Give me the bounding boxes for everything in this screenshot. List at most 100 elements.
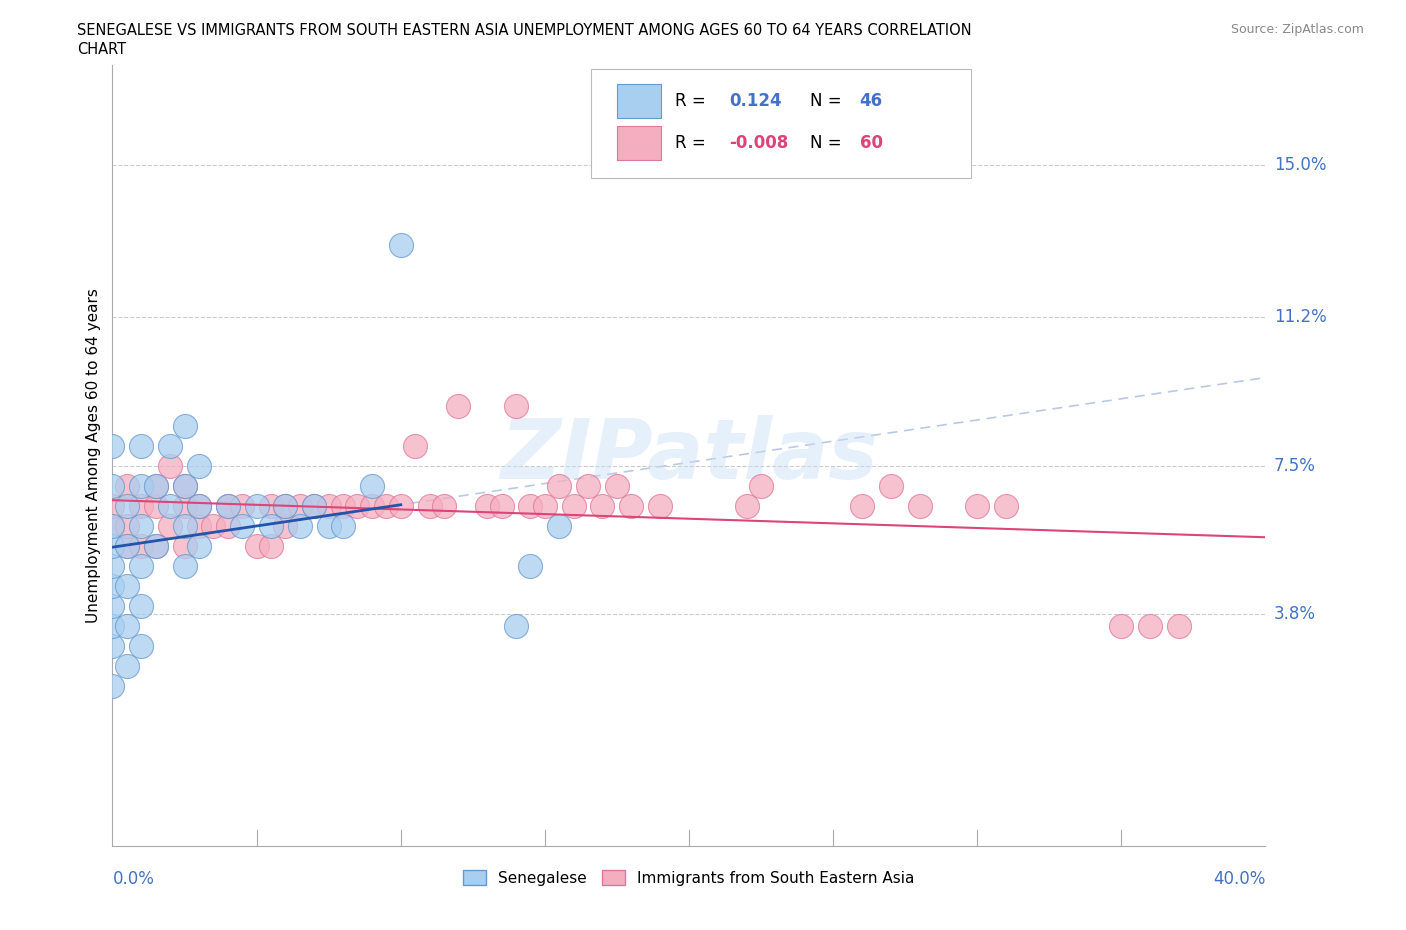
Point xyxy=(145,538,167,553)
Text: CHART: CHART xyxy=(77,42,127,57)
Point xyxy=(145,478,167,493)
Text: 11.2%: 11.2% xyxy=(1274,309,1327,326)
Point xyxy=(404,438,426,453)
Point xyxy=(519,498,541,513)
Point xyxy=(735,498,758,513)
Legend: Senegalese, Immigrants from South Eastern Asia: Senegalese, Immigrants from South Easter… xyxy=(456,862,922,894)
Point xyxy=(606,478,628,493)
Y-axis label: Unemployment Among Ages 60 to 64 years: Unemployment Among Ages 60 to 64 years xyxy=(86,288,101,623)
Point xyxy=(995,498,1018,513)
Text: 7.5%: 7.5% xyxy=(1274,457,1316,474)
Text: ZIPatlas: ZIPatlas xyxy=(501,415,877,497)
Point xyxy=(260,498,283,513)
Point xyxy=(360,478,382,493)
Point xyxy=(129,478,153,493)
Point xyxy=(1167,618,1189,633)
Point xyxy=(145,478,167,493)
Point xyxy=(548,478,571,493)
Point xyxy=(217,518,239,533)
Point xyxy=(129,538,153,553)
Point xyxy=(115,538,138,553)
Point xyxy=(115,478,138,493)
Point xyxy=(129,438,153,453)
Point xyxy=(491,498,513,513)
Point xyxy=(1111,618,1133,633)
Point xyxy=(375,498,398,513)
Point xyxy=(101,518,124,533)
Text: 0.0%: 0.0% xyxy=(112,870,155,888)
Point xyxy=(129,518,153,533)
Point xyxy=(260,518,283,533)
Point xyxy=(548,518,571,533)
Point xyxy=(274,498,297,513)
Point xyxy=(318,518,340,533)
Point xyxy=(650,498,672,513)
Point xyxy=(145,498,167,513)
Point xyxy=(505,398,527,413)
Point xyxy=(1139,618,1161,633)
Point xyxy=(173,418,195,433)
Point xyxy=(129,558,153,573)
Point xyxy=(346,498,368,513)
Point xyxy=(274,498,297,513)
Point xyxy=(231,498,253,513)
Point xyxy=(288,498,311,513)
Point xyxy=(159,438,181,453)
Point xyxy=(475,498,499,513)
Point xyxy=(576,478,599,493)
Point xyxy=(304,498,326,513)
Point xyxy=(188,458,211,473)
Point xyxy=(217,498,239,513)
FancyBboxPatch shape xyxy=(591,69,972,179)
Point xyxy=(966,498,988,513)
Point xyxy=(246,498,269,513)
Point xyxy=(534,498,557,513)
Point xyxy=(173,538,195,553)
Point xyxy=(274,518,297,533)
FancyBboxPatch shape xyxy=(617,126,661,160)
Text: Source: ZipAtlas.com: Source: ZipAtlas.com xyxy=(1230,23,1364,36)
Point xyxy=(188,518,211,533)
Point xyxy=(115,578,138,593)
Point xyxy=(129,599,153,614)
Point xyxy=(145,538,167,553)
Point xyxy=(129,639,153,654)
Point xyxy=(562,498,585,513)
Point xyxy=(318,498,340,513)
Point xyxy=(908,498,931,513)
Point xyxy=(101,478,124,493)
Point xyxy=(231,518,253,533)
Point xyxy=(188,498,211,513)
Text: N =: N = xyxy=(810,134,842,153)
Point xyxy=(101,578,124,593)
Point xyxy=(433,498,456,513)
Point xyxy=(115,658,138,673)
Point xyxy=(115,518,138,533)
Point xyxy=(188,538,211,553)
Point xyxy=(159,498,181,513)
Text: 0.124: 0.124 xyxy=(730,92,782,110)
Point xyxy=(173,478,195,493)
Point xyxy=(217,498,239,513)
Text: 15.0%: 15.0% xyxy=(1274,156,1326,174)
Text: SENEGALESE VS IMMIGRANTS FROM SOUTH EASTERN ASIA UNEMPLOYMENT AMONG AGES 60 TO 6: SENEGALESE VS IMMIGRANTS FROM SOUTH EAST… xyxy=(77,23,972,38)
Point xyxy=(447,398,470,413)
Point xyxy=(851,498,873,513)
Text: 60: 60 xyxy=(859,134,883,153)
Point xyxy=(519,558,541,573)
Point xyxy=(115,498,138,513)
Text: N =: N = xyxy=(810,92,842,110)
Point xyxy=(173,498,195,513)
Point xyxy=(173,558,195,573)
Point xyxy=(260,538,283,553)
Point xyxy=(173,518,195,533)
Text: 46: 46 xyxy=(859,92,883,110)
Point xyxy=(159,518,181,533)
Point xyxy=(288,518,311,533)
Point xyxy=(101,558,124,573)
Point xyxy=(419,498,441,513)
Point xyxy=(304,498,326,513)
Text: -0.008: -0.008 xyxy=(730,134,789,153)
Point xyxy=(592,498,614,513)
Point xyxy=(332,498,354,513)
